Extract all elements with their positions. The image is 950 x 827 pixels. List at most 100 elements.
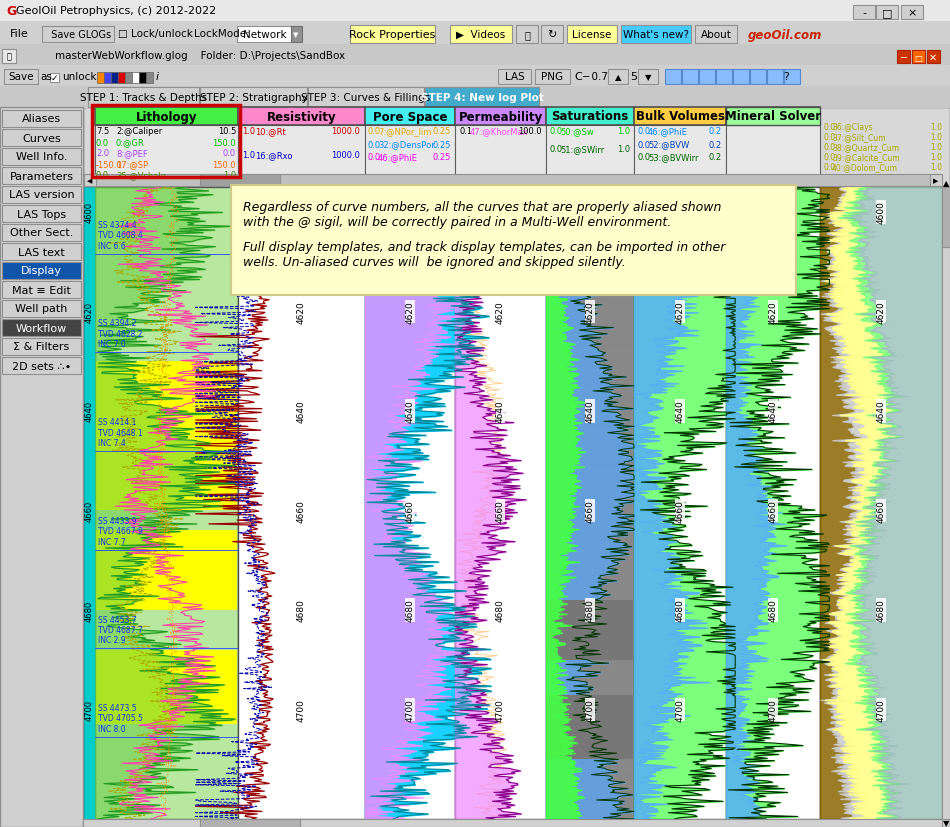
Bar — [2, 338, 81, 356]
Bar — [546, 600, 634, 660]
Text: 16:@Rxo: 16:@Rxo — [255, 151, 293, 160]
Text: 51:@SWirr: 51:@SWirr — [560, 146, 604, 155]
Bar — [853, 6, 875, 20]
Text: ▶: ▶ — [933, 178, 939, 184]
Bar — [231, 186, 796, 295]
Text: C: C — [574, 72, 581, 82]
Bar — [0, 22, 950, 45]
Bar — [695, 26, 737, 44]
Bar — [621, 26, 691, 44]
Bar — [308, 88, 424, 108]
Bar — [750, 70, 766, 85]
Text: 4600: 4600 — [769, 201, 777, 224]
Text: About: About — [700, 30, 732, 40]
Bar — [2, 206, 81, 222]
Text: 4700: 4700 — [585, 698, 595, 721]
Bar — [97, 73, 104, 84]
Text: 4620: 4620 — [769, 301, 777, 323]
Bar — [546, 188, 634, 819]
Text: 4620: 4620 — [85, 302, 94, 323]
Text: Mat ≡ Edit: Mat ≡ Edit — [12, 285, 71, 295]
Bar — [638, 70, 658, 85]
Bar — [901, 6, 923, 20]
Text: ▼: ▼ — [645, 73, 652, 82]
Text: Resistivity: Resistivity — [267, 110, 336, 123]
Bar — [365, 108, 455, 126]
Text: 0.0: 0.0 — [223, 150, 236, 158]
Text: G: G — [6, 4, 16, 17]
Text: 4700: 4700 — [496, 698, 505, 721]
Text: 10:@Rt: 10:@Rt — [255, 127, 286, 136]
Text: 1000.0: 1000.0 — [332, 151, 360, 160]
Text: STEP 2: Stratigraphy: STEP 2: Stratigraphy — [200, 93, 308, 103]
Text: ✕: ✕ — [929, 53, 937, 63]
Text: 10.5: 10.5 — [218, 127, 236, 136]
Bar — [96, 361, 237, 511]
Text: 4600: 4600 — [297, 201, 306, 224]
Text: 0.0: 0.0 — [638, 127, 651, 136]
Text: 4700: 4700 — [406, 698, 414, 721]
Text: License: License — [572, 30, 612, 40]
Bar — [237, 27, 293, 43]
Text: 37:@Silt_Cum: 37:@Silt_Cum — [832, 133, 885, 142]
Bar — [726, 108, 820, 126]
Bar — [699, 70, 715, 85]
Text: 4680: 4680 — [585, 599, 595, 622]
Bar — [42, 27, 114, 43]
Text: Other Sect.: Other Sect. — [10, 228, 73, 238]
Text: LAS text: LAS text — [18, 247, 65, 257]
Text: □: □ — [914, 54, 922, 62]
Text: 0.0: 0.0 — [368, 127, 381, 136]
Text: Curves: Curves — [22, 133, 61, 143]
Bar — [516, 26, 538, 44]
Bar — [0, 45, 950, 66]
Bar — [912, 51, 925, 64]
Text: 0.0: 0.0 — [96, 138, 109, 147]
Text: What's new?: What's new? — [623, 30, 689, 40]
Text: Mineral Solver: Mineral Solver — [725, 110, 821, 123]
Bar — [498, 70, 531, 85]
Bar — [0, 0, 950, 22]
Text: geoOil.com: geoOil.com — [748, 28, 823, 41]
Text: 4680: 4680 — [675, 599, 685, 622]
Bar — [546, 126, 634, 176]
Text: LockMode:: LockMode: — [194, 29, 250, 39]
Bar — [125, 73, 132, 84]
Text: 1.0: 1.0 — [930, 163, 942, 172]
Bar — [200, 88, 307, 108]
Text: Aliases: Aliases — [22, 114, 61, 124]
Bar — [83, 108, 950, 827]
Text: STEP 3: Curves & Fillings: STEP 3: Curves & Fillings — [301, 93, 430, 103]
Text: 1.0: 1.0 — [930, 143, 942, 152]
Bar — [930, 174, 942, 187]
Text: Well Info.: Well Info. — [16, 152, 67, 162]
Bar — [132, 73, 139, 84]
Text: 32:@DensPor: 32:@DensPor — [378, 141, 435, 150]
Bar — [92, 106, 240, 178]
Text: Regardless of curve numbers, all the curves that are properly aliased shown
with: Regardless of curve numbers, all the cur… — [243, 201, 721, 229]
Bar — [2, 149, 81, 165]
Text: 0.25: 0.25 — [432, 127, 451, 136]
Text: Full display templates, and track display templates, can be imported in other
we: Full display templates, and track displa… — [243, 241, 726, 269]
Bar — [535, 70, 570, 85]
Bar — [820, 188, 942, 819]
Bar — [84, 188, 95, 819]
Text: 52:@BVW: 52:@BVW — [648, 141, 690, 150]
Text: 7:@NPor_lim: 7:@NPor_lim — [378, 127, 431, 136]
Text: SS 4453.7
TVD 4687.7
INC 2.9: SS 4453.7 TVD 4687.7 INC 2.9 — [98, 614, 142, 644]
Text: 4680: 4680 — [769, 599, 777, 622]
Bar — [2, 168, 81, 184]
Text: -: - — [862, 8, 866, 18]
Text: 1.0: 1.0 — [223, 171, 236, 180]
Text: unlock: unlock — [62, 72, 97, 82]
Text: 4620: 4620 — [297, 301, 306, 323]
Bar — [634, 108, 726, 126]
Text: 0.0: 0.0 — [96, 171, 109, 180]
Text: 40:@Dolom_Cum: 40:@Dolom_Cum — [832, 163, 898, 172]
Bar — [0, 108, 83, 827]
Text: 0.0: 0.0 — [824, 153, 836, 162]
Bar — [767, 70, 783, 85]
Text: 4660: 4660 — [877, 500, 885, 523]
Text: 2D sets ∴∙: 2D sets ∴∙ — [11, 361, 71, 371]
Text: GeoIOil Petrophysics, (c) 2012-2022: GeoIOil Petrophysics, (c) 2012-2022 — [16, 6, 217, 16]
